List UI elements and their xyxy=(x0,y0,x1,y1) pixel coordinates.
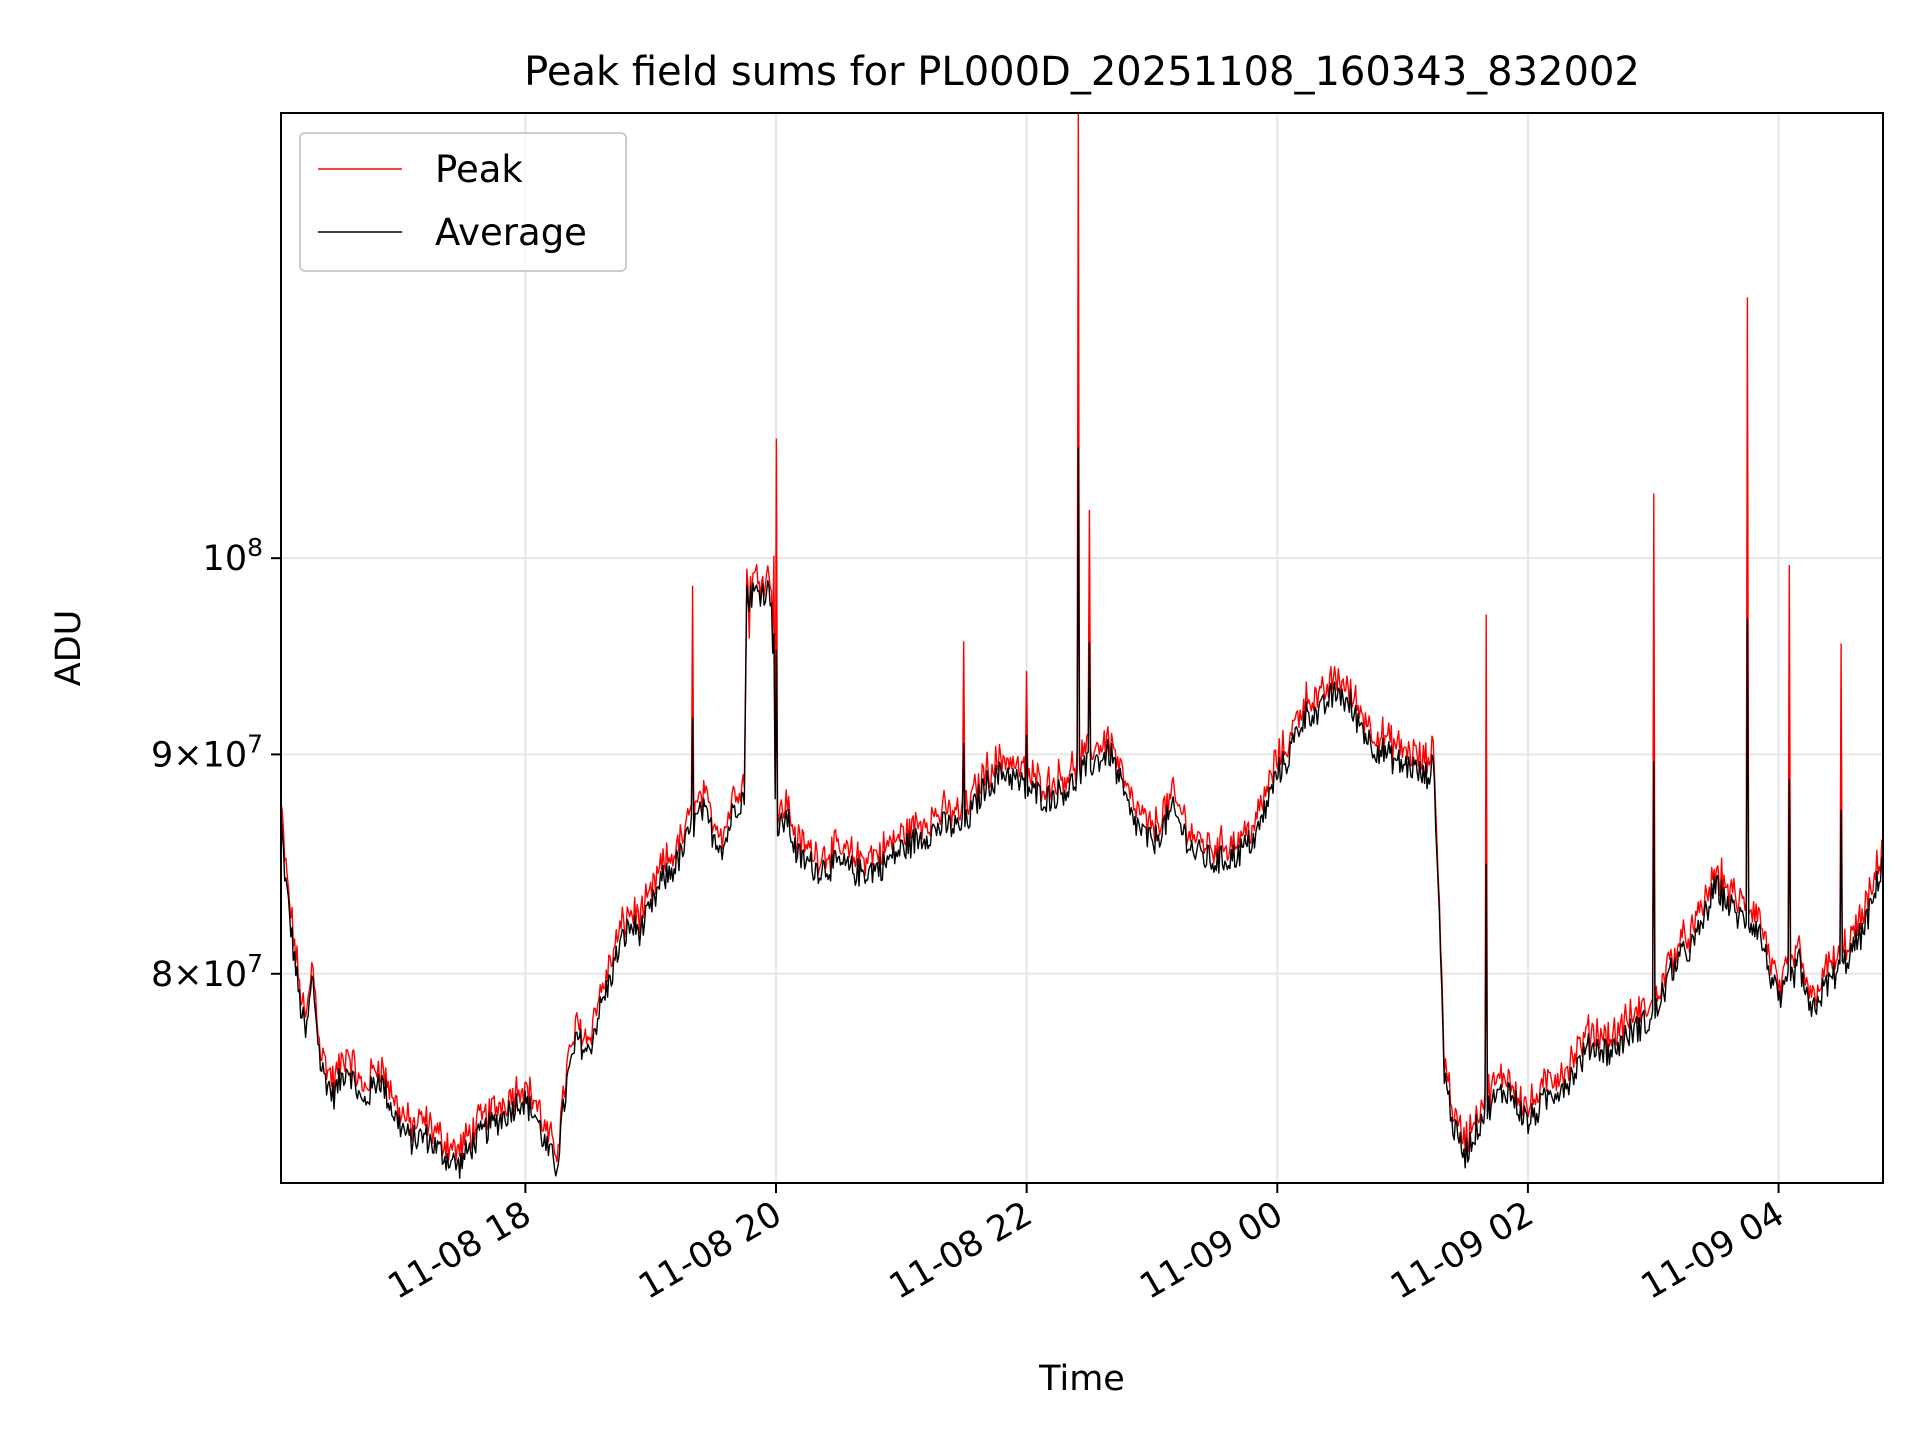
legend-label-peak: Peak xyxy=(435,148,523,191)
legend: Peak Average xyxy=(299,132,627,272)
y-tick-label: 8×107 xyxy=(151,949,263,995)
y-axis-label: ADU xyxy=(49,610,89,687)
series-average-line xyxy=(280,447,1884,1179)
plot-frame xyxy=(280,112,1884,1184)
series-lines xyxy=(280,112,1884,1179)
legend-box xyxy=(299,132,627,272)
legend-label-average: Average xyxy=(435,211,587,254)
y-tick-label: 108 xyxy=(203,533,263,579)
x-axis-label: Time xyxy=(1038,1359,1125,1399)
series-peak-line xyxy=(280,112,1884,1163)
y-tick-label: 9×107 xyxy=(151,729,263,775)
grid-lines xyxy=(281,113,1883,1183)
chart-title: Peak field sums for PL000D_20251108_1603… xyxy=(524,49,1640,95)
y-axis-ticks: 8×107 9×107 108 xyxy=(151,533,281,995)
